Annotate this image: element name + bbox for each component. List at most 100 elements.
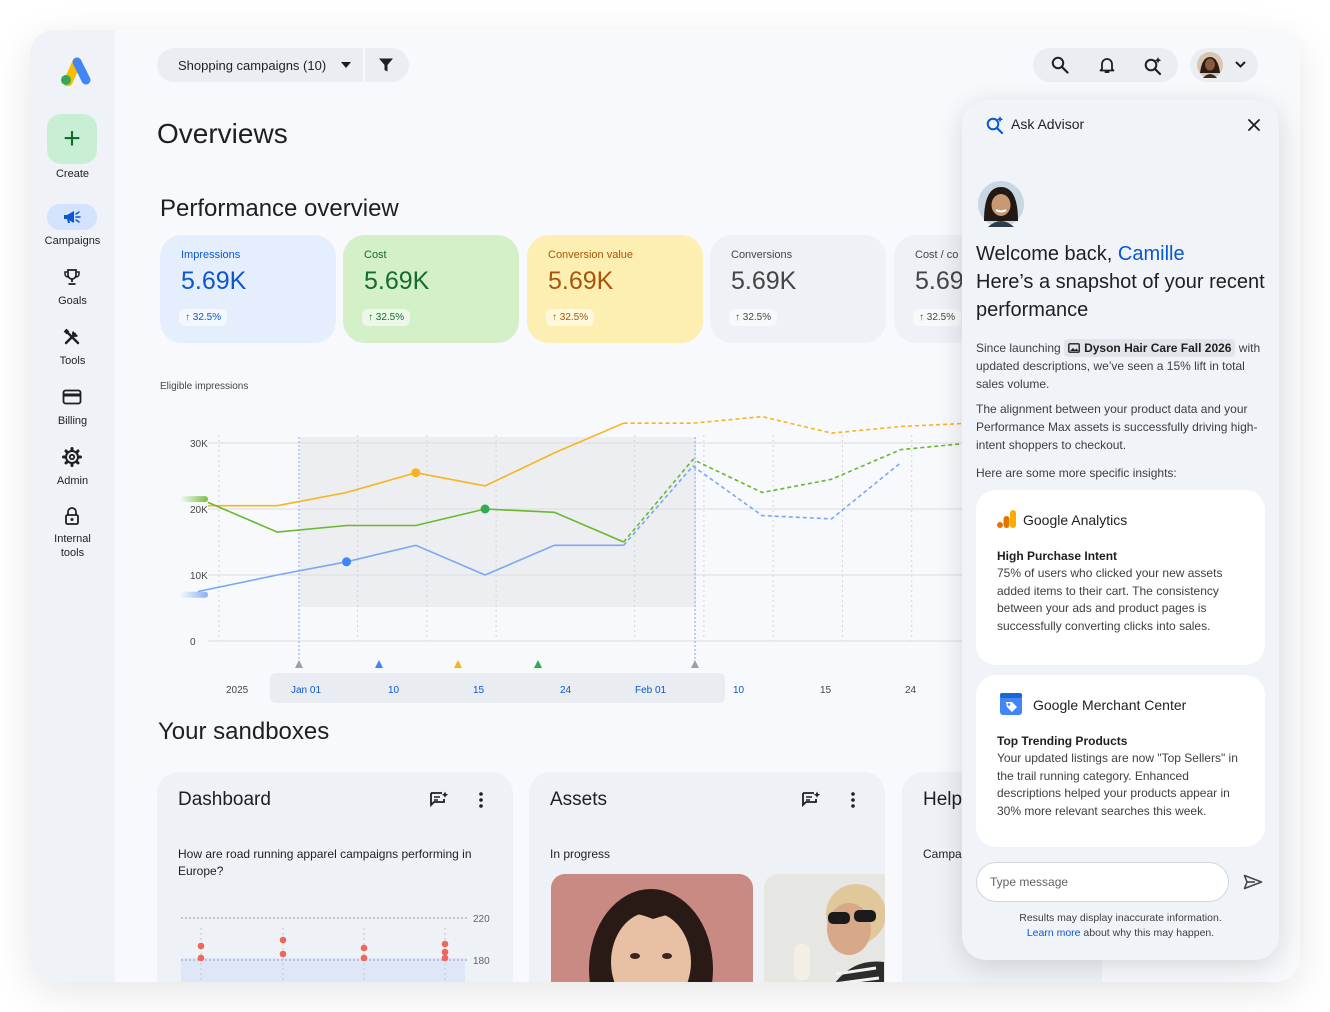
plus-icon: + [63, 122, 81, 155]
ai-summary-icon[interactable] [801, 791, 821, 809]
sidebar-item-campaigns[interactable] [47, 204, 97, 230]
ask-advisor-icon [986, 116, 1004, 135]
credit-card-icon [62, 389, 82, 405]
sidebar-label-tools: Tools [59, 355, 86, 367]
create-label: Create [55, 168, 90, 180]
campaign-chip[interactable]: Dyson Hair Care Fall 2026 [1064, 339, 1236, 357]
filter-divider [363, 48, 365, 82]
chart-series-forecast [623, 442, 971, 543]
chart-x-tick: Feb 01 [635, 685, 667, 696]
more-vert-icon[interactable] [850, 792, 856, 808]
page-title: Overviews [157, 118, 288, 149]
campaign-filter-dropdown[interactable]: Shopping campaigns (10) [157, 48, 409, 82]
kpi-value: 5.69K [548, 267, 614, 295]
sidebar-label-goals: Goals [58, 295, 87, 307]
chart-focus-band [300, 437, 696, 607]
learn-more-link[interactable]: Learn more [1026, 926, 1081, 939]
kpi-card-impressions[interactable]: Impressions 5.69K ↑ 32.5% [160, 235, 336, 343]
caret-down-icon [341, 62, 351, 68]
mini-axis-180: 180 [473, 956, 490, 967]
advisor-welcome: Welcome back, Camille Here’s a snapshot … [976, 240, 1266, 324]
chart-event-marker [295, 660, 303, 668]
advisor-disclaimer: Results may display inaccurate informati… [962, 911, 1279, 940]
sidebar-label-billing: Billing [57, 415, 88, 427]
campaign-chip-label: Dyson Hair Care Fall 2026 [1084, 341, 1232, 355]
chart-highlight-point [411, 468, 421, 478]
merchant-center-icon [1000, 693, 1022, 715]
kpi-label: Conversion value [548, 249, 633, 261]
asset-image-sunglasses[interactable] [764, 874, 885, 982]
send-icon[interactable] [1243, 874, 1263, 890]
chart-x-tick: 24 [560, 685, 572, 696]
ask-advisor-panel: Ask Advisor Welcome back, Camille Here’s… [962, 100, 1279, 960]
sandbox-title: Dashboard [178, 789, 271, 810]
chart-y-tick: 20K [190, 505, 208, 516]
bell-icon[interactable] [1098, 56, 1116, 74]
create-button[interactable]: + [47, 114, 97, 164]
kpi-value: 5.69K [731, 267, 797, 295]
kpi-label: Conversions [731, 249, 793, 261]
sidebar-label-internal: Internal [54, 533, 91, 545]
chart-x-tick: 15 [820, 685, 832, 696]
advisor-paragraph-1: Since launching Dyson Hair Care Fall 202… [976, 339, 1272, 393]
kpi-card-conversions[interactable]: Conversions 5.69K ↑ 32.5% [710, 235, 886, 343]
disclaimer-rest: about why this may happen. [1080, 926, 1215, 939]
filter-funnel-icon[interactable] [378, 57, 394, 73]
ai-summary-icon[interactable] [429, 791, 449, 809]
sidebar-item-tools[interactable] [47, 324, 97, 350]
chevron-down-icon [1235, 61, 1246, 68]
advisor-avatar [978, 181, 1024, 227]
left-nav: + Create Campaigns Goals [30, 30, 115, 982]
sandbox-card-assets[interactable]: Assets In progress [529, 772, 885, 982]
chart-series-glow [180, 496, 208, 503]
megaphone-icon [64, 211, 81, 223]
search-icon[interactable] [1051, 56, 1069, 74]
insight-body: Your updated listings are now "Top Selle… [997, 751, 1238, 818]
chart-series-glow [180, 591, 208, 598]
insight-source: Google Analytics [1023, 512, 1128, 528]
chart-x-range-band [270, 673, 725, 703]
message-input[interactable] [976, 862, 1229, 902]
sidebar-item-billing[interactable] [47, 384, 97, 410]
more-vert-icon[interactable] [478, 792, 484, 808]
top-actions [1033, 48, 1178, 82]
kpi-card-cost[interactable]: Cost 5.69K ↑ 32.5% [343, 235, 519, 343]
asset-image-portrait[interactable] [551, 874, 753, 982]
insight-card-merchant[interactable]: Google Merchant Center Top Trending Prod… [976, 675, 1265, 847]
ask-advisor-icon[interactable] [1143, 56, 1163, 76]
kpi-value: 5.69K [364, 267, 430, 295]
kpi-delta: ↑ 32.5% [729, 309, 778, 326]
sandbox-title: Assets [550, 789, 608, 810]
sidebar-item-internal-tools[interactable] [47, 503, 97, 529]
chart-x-tick: 2025 [226, 685, 249, 696]
user-name[interactable]: Camille [1117, 243, 1185, 265]
google-ads-logo[interactable] [58, 56, 92, 86]
welcome-line2: Here’s a snapshot of your recent perform… [976, 271, 1265, 321]
mini-dot-plot: 220 180 [181, 914, 490, 982]
chart-series-line [197, 544, 624, 593]
account-switcher[interactable] [1190, 48, 1258, 82]
insight-body: 75% of users who clicked your new assets… [997, 566, 1223, 633]
chart-x-tick: 10 [388, 685, 400, 696]
kpi-card-conversion-value[interactable]: Conversion value 5.69K ↑ 32.5% [527, 235, 703, 343]
kpi-value: 5.69 [915, 267, 964, 295]
chart-series-forecast [623, 462, 902, 546]
chart-x-tick: Jan 01 [291, 685, 321, 696]
avatar [1197, 52, 1223, 78]
advisor-paragraph-3: Here are some more specific insights: [976, 466, 1177, 480]
google-analytics-icon [997, 510, 1016, 528]
kpi-delta: ↑ 32.5% [913, 309, 962, 326]
insight-card-analytics[interactable]: Google Analytics High Purchase Intent 75… [976, 490, 1265, 665]
lock-icon [65, 507, 79, 525]
image-icon [1068, 343, 1080, 353]
chart-series-line [207, 501, 624, 543]
p1-prefix: Since launching [976, 341, 1065, 355]
chart-y-tick: 0 [190, 637, 196, 648]
sidebar-item-goals[interactable] [47, 264, 97, 290]
insight-heading: High Purchase Intent [997, 549, 1118, 563]
sidebar-item-admin[interactable] [47, 444, 97, 470]
sandbox-card-dashboard[interactable]: Dashboard How are road running apparel c… [157, 772, 513, 982]
close-icon[interactable] [1248, 119, 1260, 131]
sandbox-title: Help [923, 789, 963, 810]
